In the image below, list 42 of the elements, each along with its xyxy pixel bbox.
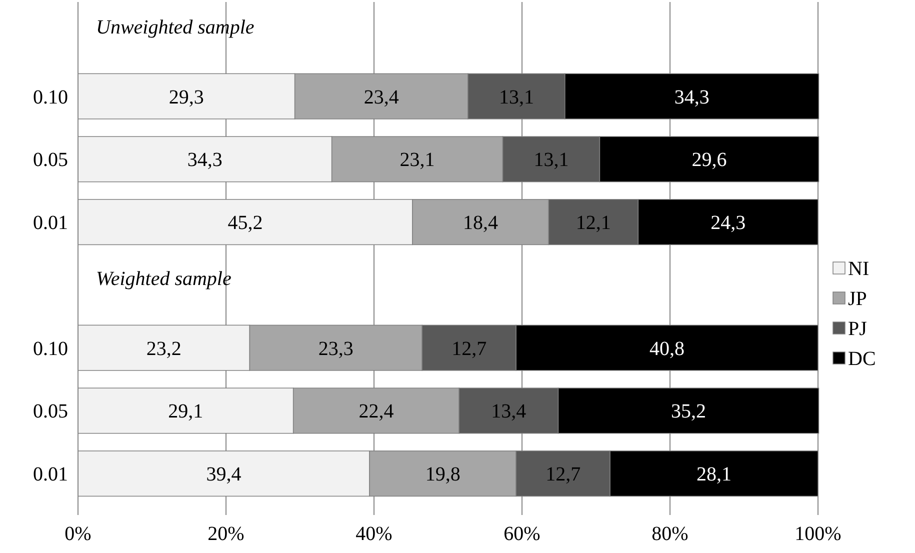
- x-tick-label: 80%: [652, 523, 688, 545]
- y-tick-label: 0.10: [33, 86, 68, 108]
- data-label: 29,1: [168, 400, 204, 423]
- data-label: 23,1: [400, 149, 435, 172]
- y-tick-label: 0.01: [33, 212, 68, 234]
- data-label: 45,2: [228, 212, 263, 234]
- data-label: 12,7: [546, 464, 581, 486]
- x-tick-label: 40%: [356, 523, 392, 545]
- data-label: 13,1: [534, 149, 569, 172]
- legend-label: DC: [848, 348, 876, 370]
- y-tick-label: 0.01: [33, 464, 68, 486]
- y-tick-label: 0.05: [33, 400, 68, 423]
- x-tick-label: 60%: [504, 523, 540, 545]
- annotation: Unweighted sample: [96, 16, 254, 38]
- y-tick-label: 0.05: [33, 149, 68, 172]
- data-label: 23,2: [146, 338, 182, 360]
- data-label: 12,7: [452, 338, 487, 360]
- legend-label: JP: [848, 288, 867, 310]
- data-label: 12,1: [576, 212, 611, 234]
- data-label: 13,1: [498, 86, 534, 108]
- y-tick-label: 0.10: [33, 338, 68, 360]
- legend-label: PJ: [848, 318, 868, 340]
- data-label: 35,2: [671, 400, 706, 423]
- data-label: 34,3: [674, 86, 710, 108]
- data-label: 24,3: [710, 212, 746, 234]
- data-label: 23,3: [318, 338, 354, 360]
- data-label: 29,3: [168, 86, 204, 108]
- data-label: 22,4: [358, 400, 394, 423]
- annotation: Weighted sample: [96, 268, 232, 290]
- data-label: 28,1: [696, 464, 732, 486]
- data-label: 40,8: [650, 338, 685, 360]
- data-label: 13,4: [491, 400, 526, 423]
- x-tick-label: 100%: [794, 523, 842, 545]
- data-label: 23,4: [364, 86, 399, 108]
- data-label: 18,4: [463, 212, 498, 234]
- data-label: 19,8: [425, 464, 460, 486]
- data-label: 34,3: [187, 149, 222, 172]
- x-tick-label: 0%: [64, 523, 92, 545]
- legend-label: NI: [848, 258, 870, 280]
- x-tick-label: 20%: [208, 523, 244, 545]
- data-label: 29,6: [692, 149, 727, 172]
- data-label: 39,4: [206, 464, 242, 486]
